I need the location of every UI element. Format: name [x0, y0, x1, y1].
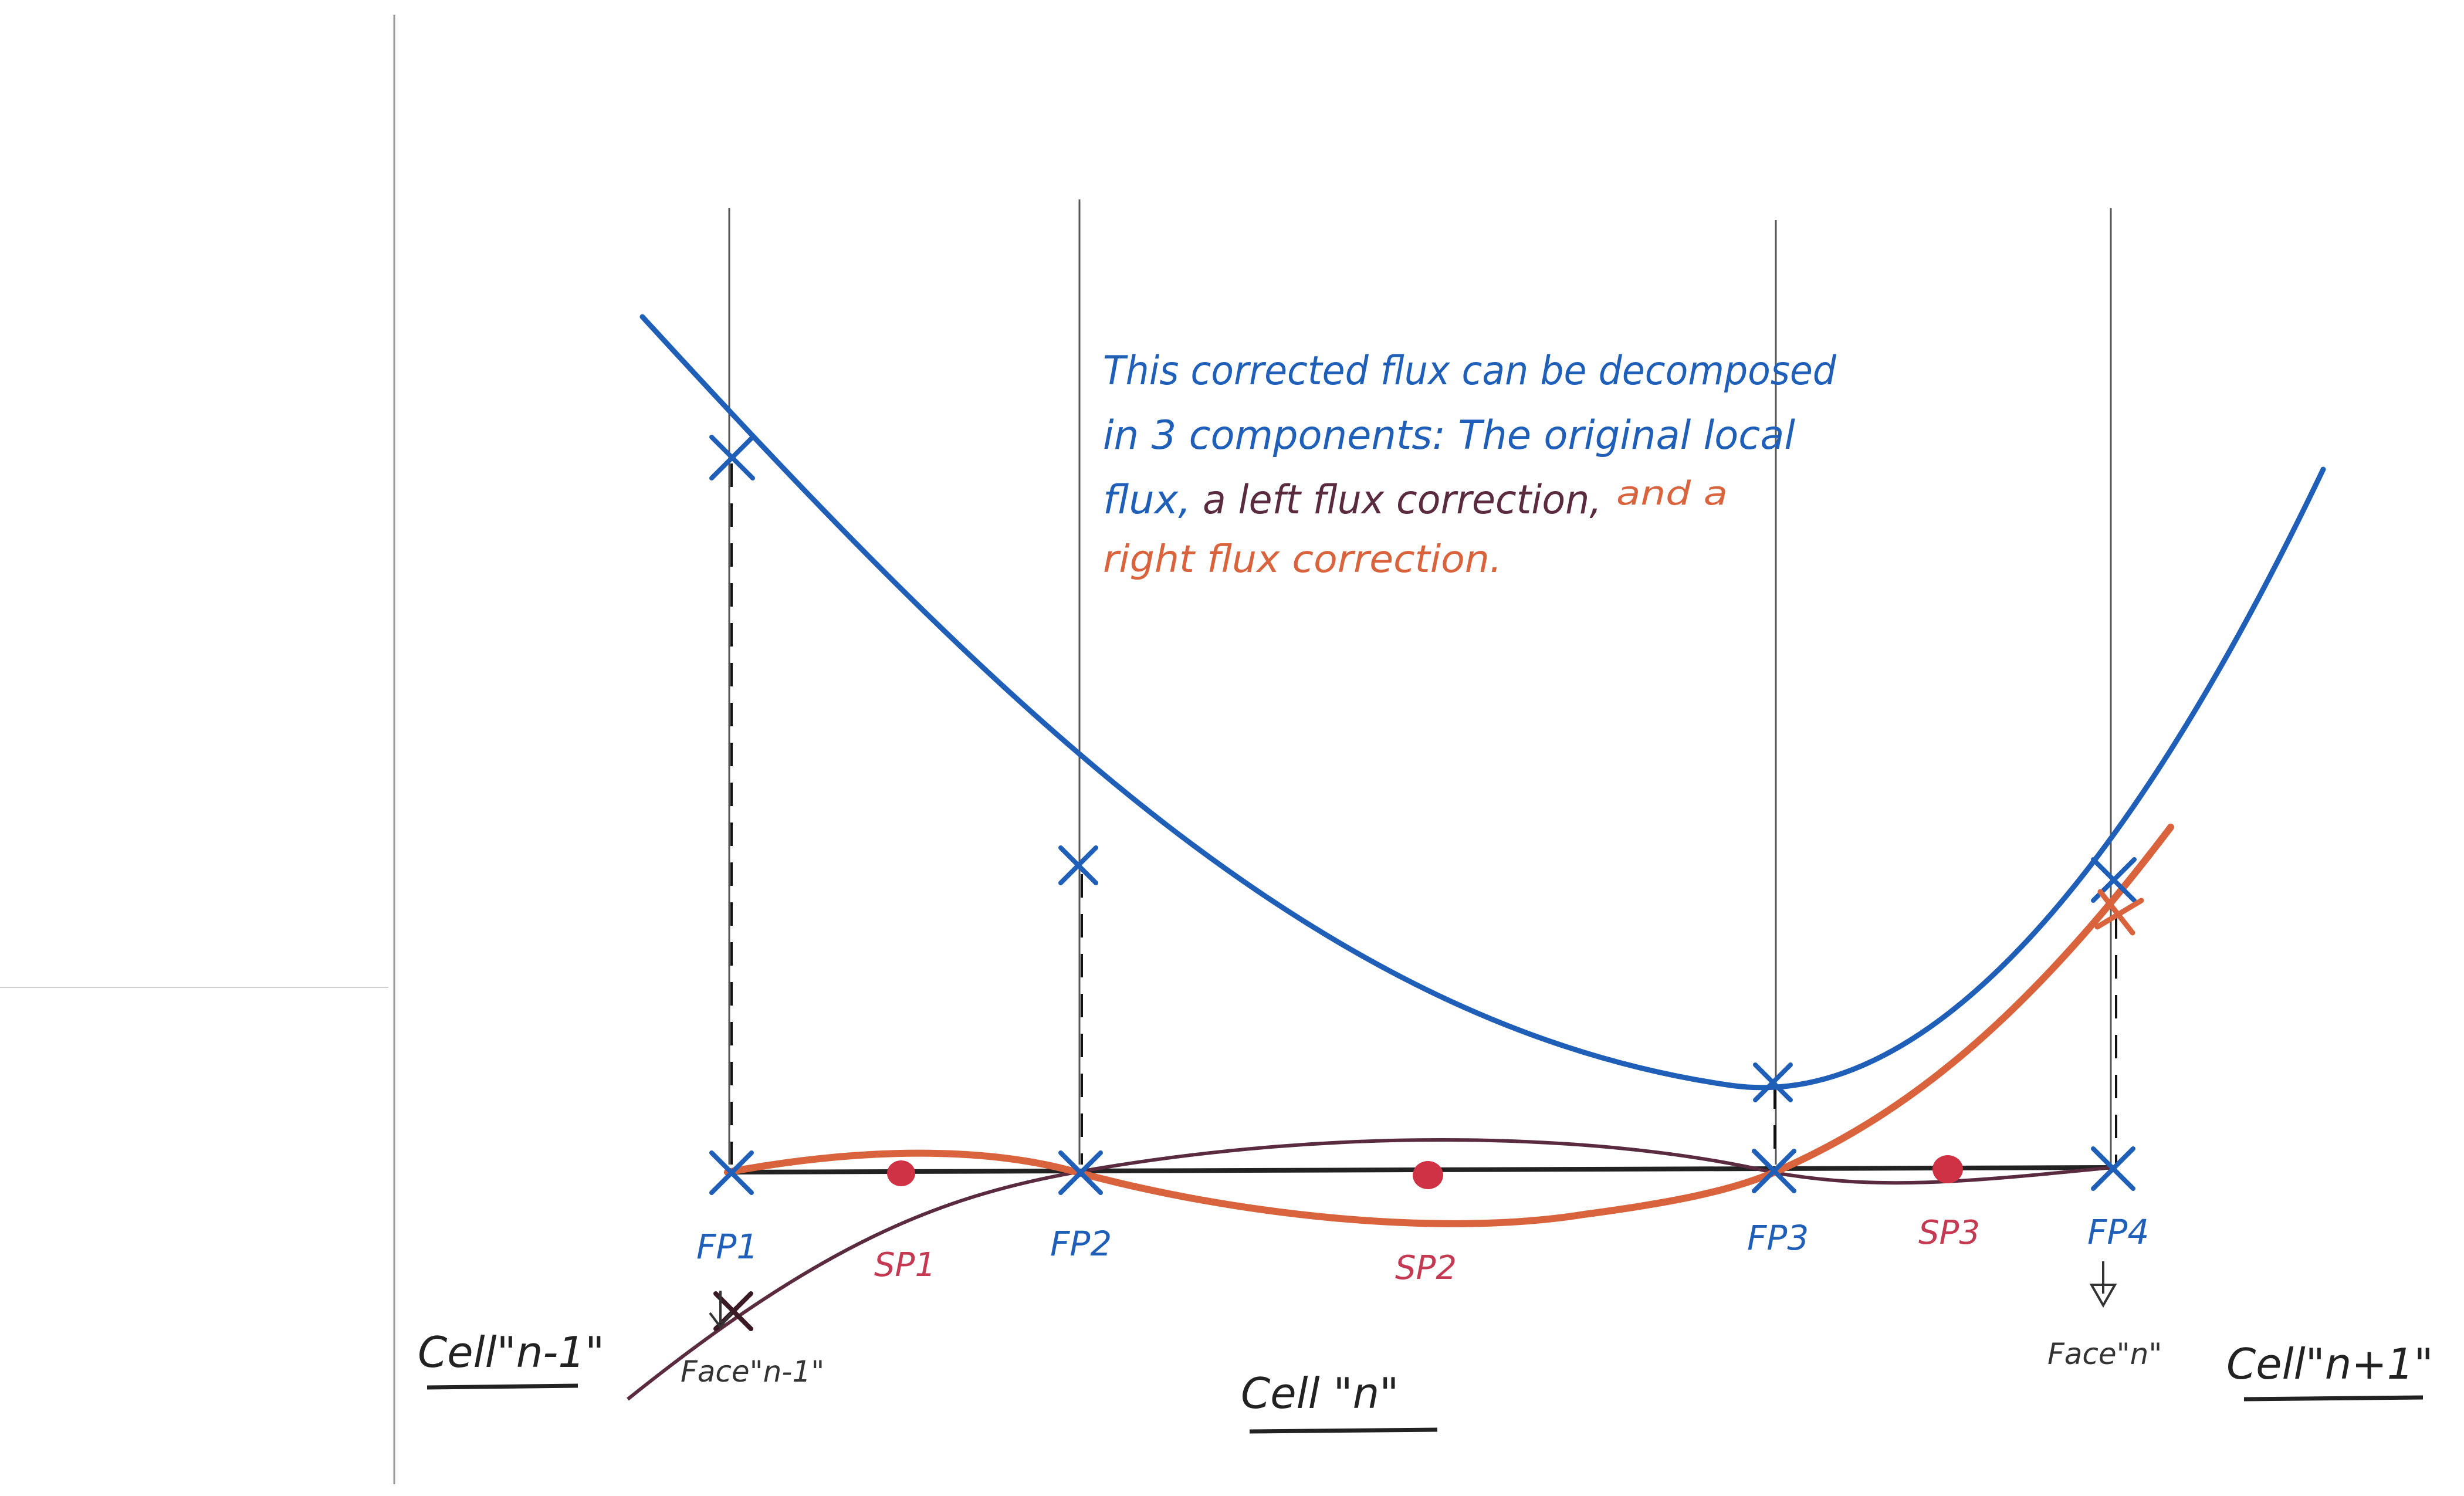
flux-point-labels: FP1 FP2 FP3 FP4 [696, 1212, 2149, 1267]
label-fp2: FP2 [1050, 1224, 1112, 1264]
annotation-line-2: in 3 components: The original local [1103, 412, 1795, 459]
annotation-line-3b: a left flux correction, [1203, 477, 1602, 523]
curve-mark-fp1 [709, 435, 755, 480]
label-cell-right: Cell"n+1" [2226, 1339, 2433, 1389]
solution-point-labels: SP1 SP2 SP3 [874, 1214, 1980, 1287]
solution-point-dots [887, 1155, 1963, 1189]
label-cell-left: Cell"n-1" [418, 1328, 604, 1377]
sp1-dot [887, 1160, 915, 1186]
axis-mark-fp1 [709, 1150, 754, 1195]
orange-mark-fp4 [2094, 889, 2144, 936]
axis-mark-fp3 [1752, 1149, 1796, 1193]
label-fp3: FP3 [1747, 1218, 1809, 1258]
face-arrow-right [2089, 1261, 2117, 1308]
axis-flux-point-marks [709, 1146, 2135, 1331]
face-labels: Face"n-1" Face"n" [681, 1337, 2162, 1389]
label-face-right: Face"n" [2047, 1337, 2162, 1371]
cell-labels: Cell"n-1" Cell "n" Cell"n+1" [418, 1328, 2433, 1434]
sp3-dot [1932, 1155, 1963, 1183]
curve-flux-point-marks [709, 435, 2137, 1102]
right-flux-correction-curve [724, 824, 2174, 1227]
curve-mark-fp2 [1058, 845, 1098, 885]
corrected-flux-curve [639, 314, 2326, 1091]
underline-cell-right [2243, 1395, 2424, 1402]
label-cell-center: Cell "n" [1241, 1369, 1399, 1418]
curve-mark-fp3 [1753, 1062, 1793, 1102]
annotation-line-3a: flux, [1103, 477, 1191, 523]
annotation-line-1: This corrected flux can be decomposed [1103, 348, 1837, 394]
label-fp1: FP1 [696, 1227, 758, 1267]
annotation-text: This corrected flux can be decomposed in… [1103, 348, 1837, 581]
underline-cell-center [1249, 1427, 1438, 1434]
label-fp4: FP4 [2087, 1212, 2149, 1252]
underline-cell-left [427, 1383, 578, 1390]
annotation-line-4: right flux correction. [1103, 538, 1502, 581]
axis-mark-fp4 [2091, 1146, 2135, 1191]
vertical-guides [728, 199, 2112, 1165]
label-face-left: Face"n-1" [681, 1355, 824, 1389]
left-flux-correction-curve [627, 1138, 2113, 1401]
face-arrow-left [709, 1291, 732, 1329]
sp2-dot [1413, 1161, 1443, 1189]
dashed-projections [730, 463, 2117, 1165]
face-arrows [709, 1261, 2117, 1329]
axis-mark-fp2 [1058, 1150, 1103, 1195]
label-sp1: SP1 [874, 1246, 936, 1284]
label-sp3: SP3 [1918, 1214, 1980, 1252]
annotation-line-3c: and a [1616, 475, 1728, 513]
label-sp2: SP2 [1395, 1249, 1457, 1287]
